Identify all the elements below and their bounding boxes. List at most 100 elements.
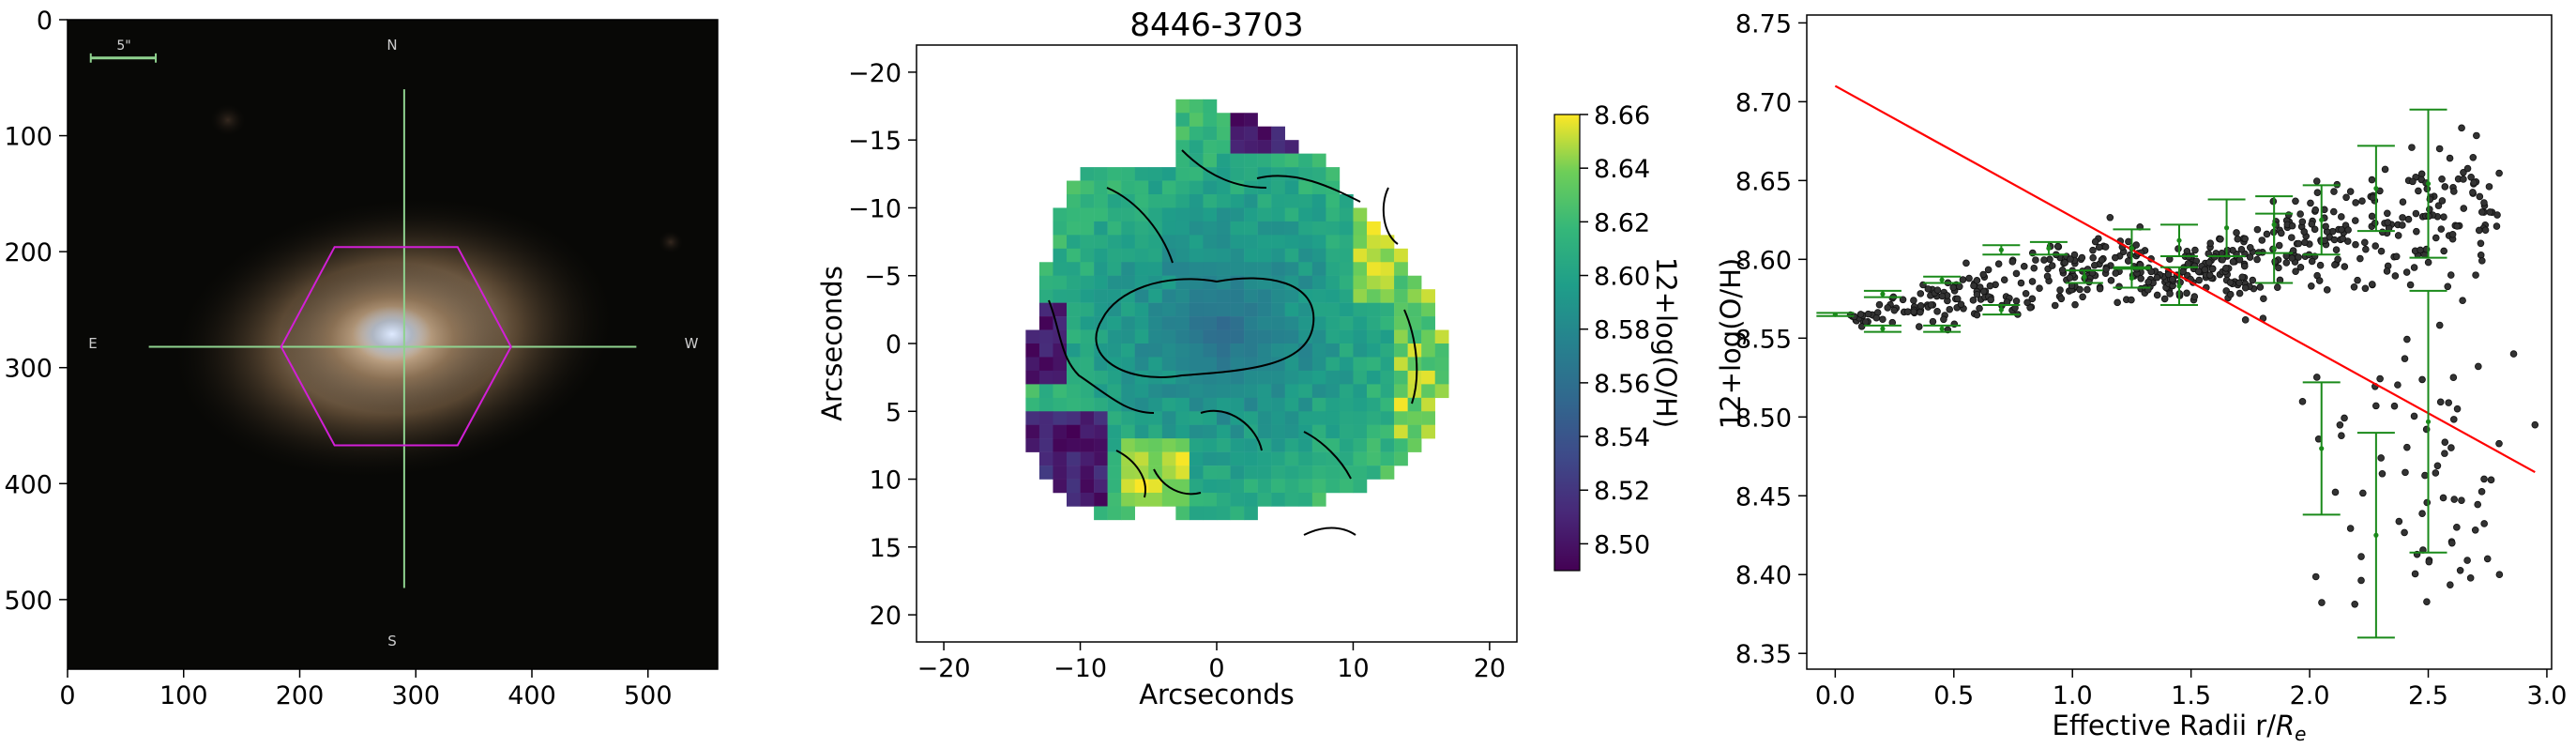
map-pixel xyxy=(1094,438,1108,452)
spaxel-point xyxy=(2312,177,2321,185)
ifu-overlay xyxy=(89,53,637,588)
map-pixel xyxy=(1421,397,1435,412)
map-pixel xyxy=(1366,370,1381,385)
background-source xyxy=(658,230,684,254)
map-pixel xyxy=(1271,207,1285,222)
spaxel-point xyxy=(2493,222,2501,230)
map-pixel xyxy=(1134,235,1149,250)
spaxel-point xyxy=(2447,444,2455,451)
map-pixel xyxy=(1121,506,1135,521)
map-pixel xyxy=(1244,451,1258,466)
map-pixel xyxy=(1161,451,1176,466)
spaxel-point xyxy=(2399,214,2406,221)
map-ylabel: Arcseconds xyxy=(816,266,848,421)
spaxel-point xyxy=(1933,286,1942,294)
spaxel-point xyxy=(2323,286,2331,294)
map-pixel xyxy=(1134,221,1149,236)
spaxel-point xyxy=(2091,261,2099,269)
map-pixel xyxy=(1353,207,1368,222)
map-pixel xyxy=(1148,316,1163,330)
map-pixel xyxy=(1203,113,1218,127)
map-ticks: −20 −10 0 10 20 −20 −15 −10 −5 0 5 10 15 20 xyxy=(848,59,1506,683)
map-pixel xyxy=(1038,424,1053,439)
map-pixel xyxy=(1189,235,1204,250)
spaxel-point xyxy=(2191,246,2199,254)
map-pixel xyxy=(1230,343,1245,358)
spaxel-point xyxy=(1973,290,1981,298)
map-pixel xyxy=(1217,316,1231,330)
compass-east: E xyxy=(88,335,97,352)
map-pixel xyxy=(1257,221,1272,236)
spaxel-point xyxy=(2408,144,2416,151)
map-pixel xyxy=(1421,289,1435,303)
spaxel-point xyxy=(2332,246,2341,253)
y-tick-label: 8.65 xyxy=(1735,167,1792,196)
map-pixel xyxy=(1244,302,1258,317)
spaxel-point xyxy=(1910,308,1917,316)
map-pixel xyxy=(1067,343,1081,358)
y-tick-label: −20 xyxy=(848,59,902,88)
map-pixel xyxy=(1161,207,1176,222)
map-pixel xyxy=(1271,479,1285,494)
map-pixel xyxy=(1038,329,1053,344)
spaxel-point xyxy=(2206,239,2215,247)
map-pixel xyxy=(1271,384,1285,399)
spaxel-point xyxy=(2241,316,2250,324)
colorbar-tick-label: 8.56 xyxy=(1594,370,1650,399)
map-pixel xyxy=(1380,451,1395,466)
map-pixel xyxy=(1067,302,1081,317)
map-pixel xyxy=(1053,424,1068,439)
spaxel-point xyxy=(2164,270,2173,279)
map-pixel xyxy=(1311,235,1326,250)
map-pixel xyxy=(1421,302,1435,317)
map-pixel xyxy=(1339,424,1354,439)
map-pixel xyxy=(1161,411,1176,425)
y-tick-label: 0 xyxy=(886,330,902,359)
x-tick-label: 0 xyxy=(1208,654,1224,683)
spaxel-point xyxy=(2288,234,2296,241)
map-pixel xyxy=(1121,316,1135,330)
x-tick-label: −20 xyxy=(917,654,971,683)
spaxel-point xyxy=(2308,257,2316,266)
map-pixel xyxy=(1353,424,1368,439)
contour-line xyxy=(1303,431,1352,480)
map-pixel xyxy=(1284,248,1299,263)
spaxel-point xyxy=(2487,476,2495,484)
binned-point xyxy=(1998,247,2004,252)
spaxel-point xyxy=(1940,315,1947,324)
map-pixel xyxy=(1067,275,1081,290)
spaxel-point xyxy=(2378,228,2387,237)
map-pixel xyxy=(1217,411,1231,425)
map-pixel xyxy=(1230,316,1245,330)
map-pixel xyxy=(1148,384,1163,399)
y-tick-label: 20 xyxy=(870,602,902,631)
map-pixel xyxy=(1257,397,1272,412)
map-pixel xyxy=(1107,180,1122,195)
map-pixel xyxy=(1107,289,1122,303)
map-pixel xyxy=(1121,302,1135,317)
map-pixel xyxy=(1394,411,1408,425)
map-pixel xyxy=(1353,329,1368,344)
map-pixel xyxy=(1244,140,1258,154)
spaxel-point xyxy=(2300,228,2309,236)
spaxel-point xyxy=(2478,257,2486,265)
spaxel-point xyxy=(2441,450,2448,457)
map-pixel xyxy=(1353,411,1368,425)
image-frame xyxy=(67,19,719,670)
map-pixel xyxy=(1107,451,1122,466)
spaxel-point xyxy=(2531,420,2539,429)
spaxel-point xyxy=(2352,199,2359,206)
spaxel-point xyxy=(2478,208,2486,216)
map-pixel xyxy=(1244,329,1258,344)
binned-errorbars xyxy=(1816,108,2447,639)
spaxel-point xyxy=(2368,176,2376,184)
map-pixel xyxy=(1230,193,1245,208)
map-pixel xyxy=(1284,397,1299,412)
spaxel-point xyxy=(2485,183,2493,191)
contour-line xyxy=(1303,527,1356,536)
map-pixel xyxy=(1203,248,1218,263)
map-pixel xyxy=(1311,329,1326,344)
map-pixel xyxy=(1148,479,1163,494)
metallicity-map-panel: 8446-3703 −20 −10 0 10 20 −20 −15 −10 −5 0 5 10 15 20… xyxy=(816,7,1682,710)
contour-line xyxy=(1181,149,1267,189)
